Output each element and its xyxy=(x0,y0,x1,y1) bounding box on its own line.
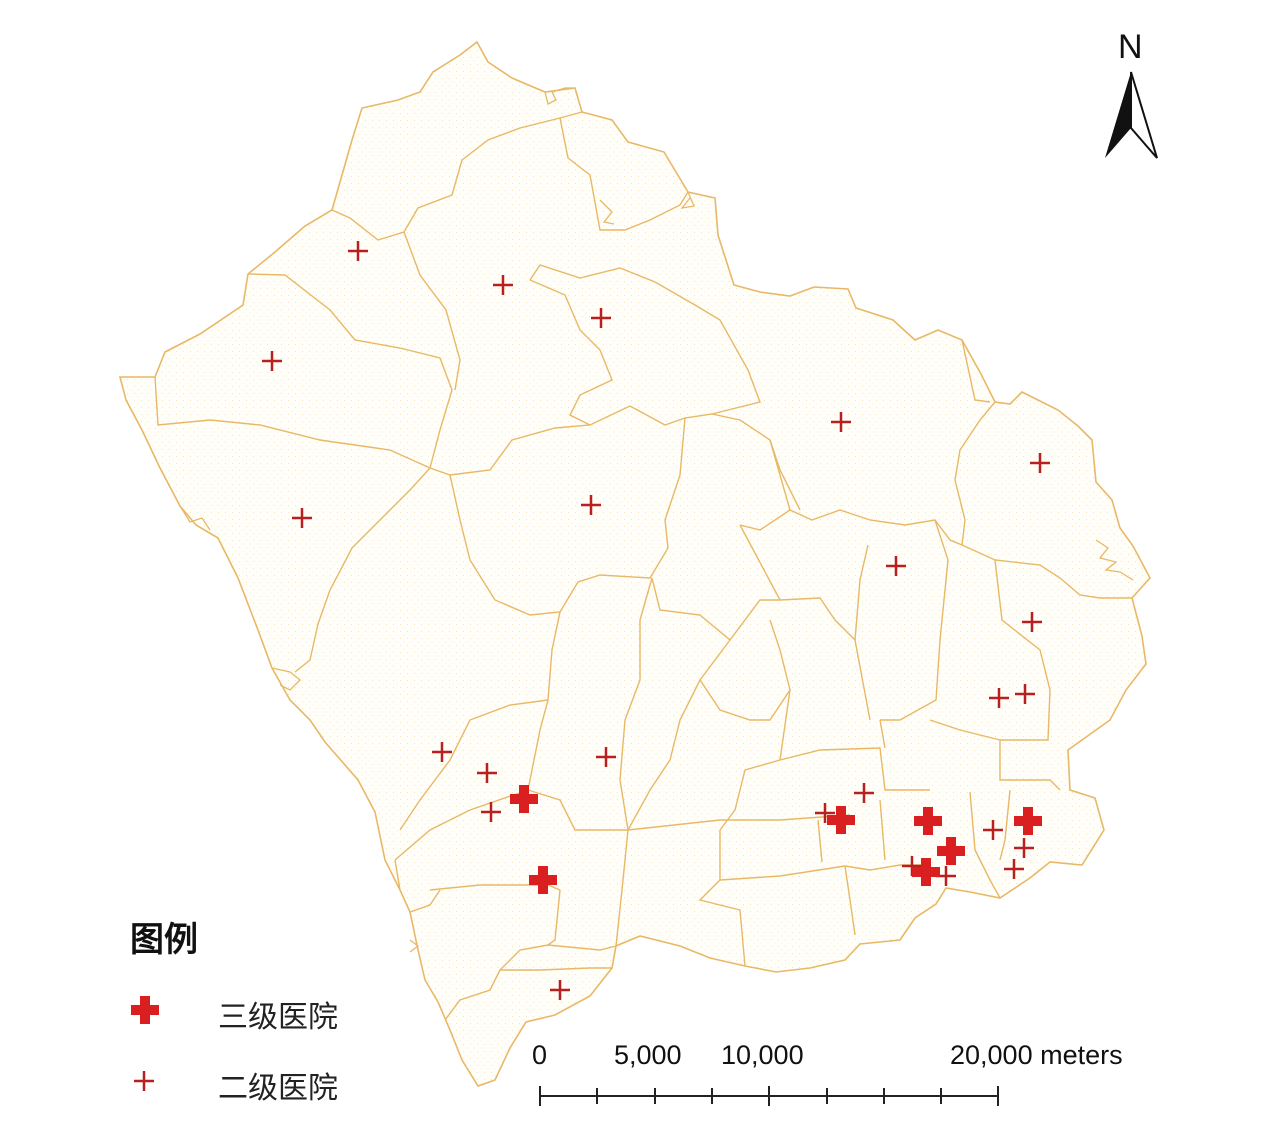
north-label: N xyxy=(1118,28,1143,66)
scale-label-20000: 20,000 meters xyxy=(950,1040,1123,1070)
legend-symbols xyxy=(131,996,159,1093)
legend-tertiary-label: 三级医院 xyxy=(218,1000,338,1035)
study-area-boundary xyxy=(118,40,1151,1087)
district-boundaries xyxy=(154,111,1132,1021)
coastline-details xyxy=(179,87,1134,953)
scale-bar xyxy=(539,1086,999,1106)
scale-label-10000: 10,000 xyxy=(721,1040,804,1070)
legend-secondary-label: 二级医院 xyxy=(218,1071,338,1106)
scale-label-0: 0 xyxy=(532,1040,548,1070)
north-arrow-icon xyxy=(1105,71,1158,159)
legend-tertiary-symbol xyxy=(131,996,159,1024)
legend-secondary-symbol xyxy=(132,1069,156,1093)
scale-label-5000: 5,000 xyxy=(614,1040,682,1070)
legend-title: 图例 xyxy=(130,920,198,960)
